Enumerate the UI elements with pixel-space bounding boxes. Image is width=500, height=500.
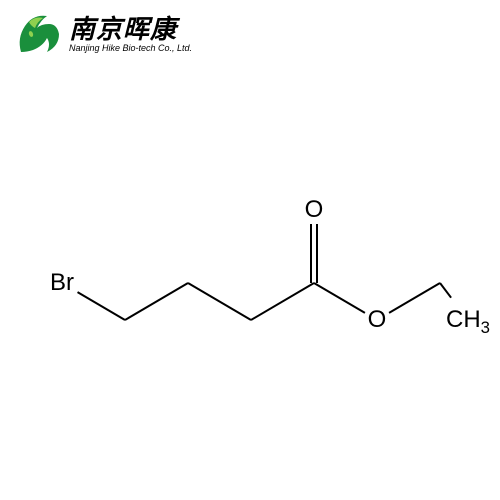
atom-os: O — [368, 306, 387, 334]
atom-od: O — [305, 196, 324, 224]
atom-ch3: CH3 — [446, 306, 490, 334]
chemical-structure — [0, 0, 500, 500]
atom-br: Br — [50, 269, 74, 297]
